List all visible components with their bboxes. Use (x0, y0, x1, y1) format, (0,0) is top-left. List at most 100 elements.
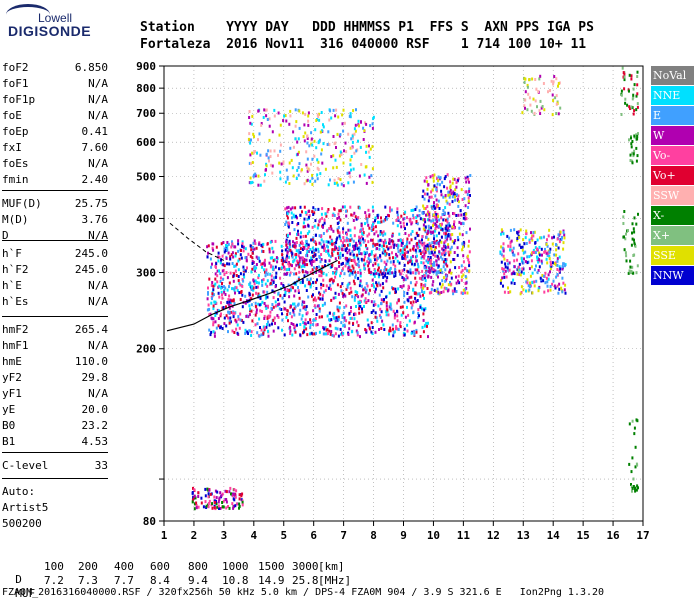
param-row-b1: B1 4.53 (2, 434, 108, 450)
echo-point (384, 232, 387, 236)
echo-point (357, 216, 360, 220)
echo-point (435, 259, 438, 263)
echo-point (225, 490, 228, 494)
echo-point (342, 129, 345, 133)
echo-point (225, 498, 227, 501)
echo-point (291, 252, 294, 256)
echo-point (336, 183, 339, 187)
echo-point (319, 172, 322, 176)
echo-point (226, 262, 229, 266)
echo-point (417, 271, 420, 275)
echo-point (437, 257, 440, 261)
echo-point (341, 316, 344, 319)
echo-point (251, 262, 254, 265)
echo-point (406, 216, 408, 220)
echo-point (526, 261, 529, 265)
echo-point (556, 259, 559, 263)
echo-point (305, 327, 308, 331)
echo-point (440, 189, 443, 193)
echo-point (260, 302, 262, 306)
echo-point (387, 271, 389, 275)
echo-point (298, 256, 301, 260)
echo-point (562, 231, 565, 235)
echo-point (305, 239, 308, 243)
echo-point (340, 289, 343, 293)
echo-point (371, 326, 374, 329)
echo-point (373, 300, 376, 304)
echo-point (289, 263, 292, 267)
echo-point (431, 231, 434, 235)
echo-point (268, 124, 271, 128)
echo-point (439, 255, 442, 259)
echo-point (325, 214, 328, 218)
echo-point (302, 221, 305, 225)
echo-point (318, 254, 321, 258)
echo-point (432, 204, 435, 208)
echo-point (286, 177, 289, 181)
echo-point (630, 74, 633, 78)
muf-unit: [MHz] (318, 574, 352, 587)
echo-point (464, 275, 467, 278)
echo-point (301, 279, 304, 282)
param-value: N/A (88, 229, 108, 242)
dashed-profile-curve (169, 222, 225, 261)
echo-point (313, 266, 316, 270)
echo-point (352, 219, 355, 222)
echo-point (396, 210, 399, 214)
echo-point (356, 291, 359, 295)
echo-point (319, 130, 322, 134)
param-label: foF2 (2, 61, 29, 74)
echo-point (233, 272, 236, 276)
echo-point (302, 256, 305, 260)
echo-point (365, 181, 368, 185)
echo-point (232, 492, 235, 496)
echo-point (251, 256, 254, 260)
echo-point (292, 302, 294, 306)
echo-point (310, 260, 313, 264)
echo-point (412, 300, 415, 304)
echo-point (249, 181, 252, 185)
echo-point (407, 313, 410, 317)
echo-point (423, 266, 426, 270)
echo-point (374, 269, 377, 273)
echo-point (397, 287, 400, 291)
echo-point (242, 245, 245, 249)
echo-point (542, 274, 545, 278)
echo-point (427, 249, 430, 253)
param-label: yE (2, 403, 16, 416)
echo-point (437, 275, 439, 279)
echo-point (365, 282, 368, 286)
echo-point (435, 223, 438, 227)
echo-point (301, 303, 304, 307)
echo-point (427, 274, 430, 278)
echo-point (260, 262, 263, 266)
echo-point (400, 244, 403, 247)
echo-point (214, 264, 217, 268)
echo-point (353, 211, 356, 215)
echo-point (285, 240, 288, 244)
echo-point (513, 265, 516, 269)
echo-point (410, 331, 413, 335)
echo-point (434, 222, 436, 226)
echo-point (388, 268, 391, 272)
echo-point (403, 255, 406, 258)
echo-point (547, 289, 550, 293)
echo-point (269, 256, 272, 260)
echo-point (457, 238, 460, 242)
echo-point (265, 325, 268, 329)
footer-d-label: D (15, 573, 22, 586)
echo-point (505, 275, 508, 279)
echo-point (332, 135, 335, 138)
echo-point (208, 328, 211, 332)
echo-point (457, 213, 460, 217)
echo-point (520, 245, 522, 249)
echo-point (396, 254, 399, 258)
echo-point (433, 201, 435, 205)
echo-point (288, 222, 291, 226)
echo-point (421, 277, 424, 281)
echo-point (428, 242, 431, 246)
echo-point (385, 216, 388, 219)
echo-point (219, 272, 222, 276)
echo-point (349, 238, 352, 242)
echo-point (207, 291, 209, 295)
